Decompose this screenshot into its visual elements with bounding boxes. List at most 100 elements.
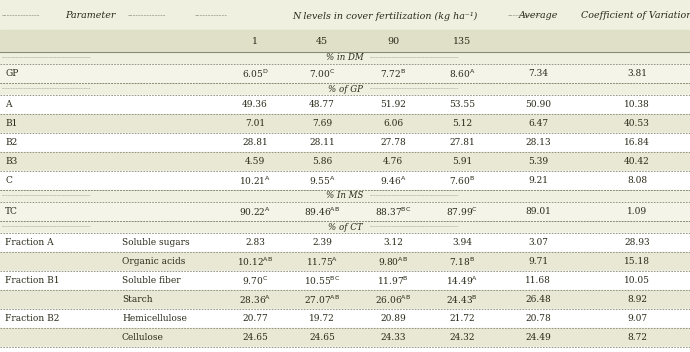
- Text: 53.55: 53.55: [449, 100, 475, 109]
- Text: 8.08: 8.08: [627, 176, 647, 185]
- Text: 5.12: 5.12: [452, 119, 472, 128]
- Text: 11.75$^{\rm A}$: 11.75$^{\rm A}$: [306, 255, 338, 268]
- Text: 50.90: 50.90: [525, 100, 551, 109]
- Text: 9.80$^{\rm AB}$: 9.80$^{\rm AB}$: [378, 255, 408, 268]
- Text: 26.06$^{\rm AB}$: 26.06$^{\rm AB}$: [375, 293, 411, 306]
- Text: Fraction B2: Fraction B2: [5, 314, 59, 323]
- Text: 1: 1: [252, 37, 258, 45]
- Text: ------------: ------------: [195, 12, 228, 20]
- Text: Coefficient of Variation: Coefficient of Variation: [581, 12, 690, 20]
- Text: 20.89: 20.89: [380, 314, 406, 323]
- Text: Starch: Starch: [122, 295, 152, 304]
- Text: 40.42: 40.42: [624, 157, 650, 166]
- Text: 89.01: 89.01: [525, 207, 551, 216]
- Text: 27.81: 27.81: [449, 138, 475, 147]
- Text: 10.55$^{\rm BC}$: 10.55$^{\rm BC}$: [304, 274, 340, 287]
- Text: TC: TC: [5, 207, 18, 216]
- Text: 7.69: 7.69: [312, 119, 332, 128]
- Text: Fraction A: Fraction A: [5, 238, 54, 247]
- Text: % of CT: % of CT: [328, 222, 362, 232]
- Text: B3: B3: [5, 157, 17, 166]
- Text: 26.48: 26.48: [525, 295, 551, 304]
- Text: 28.36$^{\rm A}$: 28.36$^{\rm A}$: [239, 293, 271, 306]
- Text: 11.97$^{\rm B}$: 11.97$^{\rm B}$: [377, 274, 409, 287]
- Text: GP: GP: [5, 69, 19, 78]
- Text: 40.53: 40.53: [624, 119, 650, 128]
- Text: 24.43$^{\rm B}$: 24.43$^{\rm B}$: [446, 293, 478, 306]
- Text: 28.11: 28.11: [309, 138, 335, 147]
- Text: 5.91: 5.91: [452, 157, 472, 166]
- Text: C: C: [5, 176, 12, 185]
- Text: 1.09: 1.09: [627, 207, 647, 216]
- Text: % in DM: % in DM: [326, 54, 364, 63]
- Text: -------------------------------------------------------: ----------------------------------------…: [2, 87, 91, 92]
- Text: 24.49: 24.49: [525, 333, 551, 342]
- Text: -------------------------------------------------------: ----------------------------------------…: [370, 56, 460, 61]
- Text: 28.13: 28.13: [525, 138, 551, 147]
- Text: 3.12: 3.12: [383, 238, 403, 247]
- Text: 10.21$^{\rm A}$: 10.21$^{\rm A}$: [239, 174, 271, 187]
- Text: 8.92: 8.92: [627, 295, 647, 304]
- Text: 4.59: 4.59: [245, 157, 265, 166]
- Text: 88.37$^{\rm BC}$: 88.37$^{\rm BC}$: [375, 205, 411, 218]
- Text: Soluble fiber: Soluble fiber: [122, 276, 181, 285]
- Text: 9.21: 9.21: [528, 176, 548, 185]
- Text: 28.93: 28.93: [624, 238, 650, 247]
- Text: 48.77: 48.77: [309, 100, 335, 109]
- Text: 20.77: 20.77: [242, 314, 268, 323]
- Text: ------------: ------------: [508, 12, 541, 20]
- Text: --------------: --------------: [128, 12, 166, 20]
- Text: 7.60$^{\rm B}$: 7.60$^{\rm B}$: [449, 174, 475, 187]
- Text: 20.78: 20.78: [525, 314, 551, 323]
- Text: 6.05$^{\rm D}$: 6.05$^{\rm D}$: [241, 67, 268, 80]
- Text: 24.32: 24.32: [449, 333, 475, 342]
- Text: A: A: [5, 100, 12, 109]
- Text: --------------: --------------: [2, 12, 41, 20]
- Text: 4.76: 4.76: [383, 157, 403, 166]
- Text: 87.99$^{\rm C}$: 87.99$^{\rm C}$: [446, 205, 478, 218]
- Text: 8.60$^{\rm A}$: 8.60$^{\rm A}$: [448, 67, 475, 80]
- Text: 24.65: 24.65: [242, 333, 268, 342]
- Text: 9.70$^{\rm C}$: 9.70$^{\rm C}$: [242, 274, 268, 287]
- Text: 7.18$^{\rm B}$: 7.18$^{\rm B}$: [449, 255, 475, 268]
- Text: 7.00$^{\rm C}$: 7.00$^{\rm C}$: [309, 67, 335, 80]
- Text: 45: 45: [316, 37, 328, 45]
- Text: -------------------------------------------------------: ----------------------------------------…: [370, 87, 460, 92]
- Text: 27.78: 27.78: [380, 138, 406, 147]
- Text: Cellulose: Cellulose: [122, 333, 164, 342]
- Text: Soluble sugars: Soluble sugars: [122, 238, 190, 247]
- Text: 135: 135: [453, 37, 471, 45]
- Text: 90.22$^{\rm A}$: 90.22$^{\rm A}$: [239, 205, 271, 218]
- Text: -------------------------------------------------------: ----------------------------------------…: [2, 225, 91, 230]
- Text: -------------------------------------------------------: ----------------------------------------…: [2, 56, 91, 61]
- Text: 5.86: 5.86: [312, 157, 332, 166]
- Text: 5.39: 5.39: [528, 157, 548, 166]
- Text: 90: 90: [387, 37, 399, 45]
- Text: 10.05: 10.05: [624, 276, 650, 285]
- Text: 89.46$^{\rm AB}$: 89.46$^{\rm AB}$: [304, 205, 340, 218]
- Text: 24.33: 24.33: [380, 333, 406, 342]
- Text: 51.92: 51.92: [380, 100, 406, 109]
- Text: 7.01: 7.01: [245, 119, 265, 128]
- Text: % In MS: % In MS: [326, 191, 364, 201]
- Text: 6.47: 6.47: [528, 119, 548, 128]
- Text: 11.68: 11.68: [525, 276, 551, 285]
- Text: N levels in cover fertilization (kg ha⁻¹): N levels in cover fertilization (kg ha⁻¹…: [293, 11, 477, 20]
- Text: Organic acids: Organic acids: [122, 257, 186, 266]
- Text: 49.36: 49.36: [242, 100, 268, 109]
- Text: 10.38: 10.38: [624, 100, 650, 109]
- Text: B2: B2: [5, 138, 17, 147]
- Text: 3.81: 3.81: [627, 69, 647, 78]
- Text: 9.71: 9.71: [528, 257, 548, 266]
- Text: 9.07: 9.07: [627, 314, 647, 323]
- Text: 14.49$^{\rm A}$: 14.49$^{\rm A}$: [446, 274, 478, 287]
- Text: 16.84: 16.84: [624, 138, 650, 147]
- Text: Fraction B1: Fraction B1: [5, 276, 59, 285]
- Text: 7.72$^{\rm B}$: 7.72$^{\rm B}$: [380, 67, 406, 80]
- Text: 15.18: 15.18: [624, 257, 650, 266]
- Text: B1: B1: [5, 119, 17, 128]
- Text: Hemicellulose: Hemicellulose: [122, 314, 187, 323]
- Text: -------------------------------------------------------: ----------------------------------------…: [370, 194, 460, 199]
- Text: 9.46$^{\rm A}$: 9.46$^{\rm A}$: [380, 174, 406, 187]
- Text: -------------------------------------------------------: ----------------------------------------…: [2, 194, 91, 199]
